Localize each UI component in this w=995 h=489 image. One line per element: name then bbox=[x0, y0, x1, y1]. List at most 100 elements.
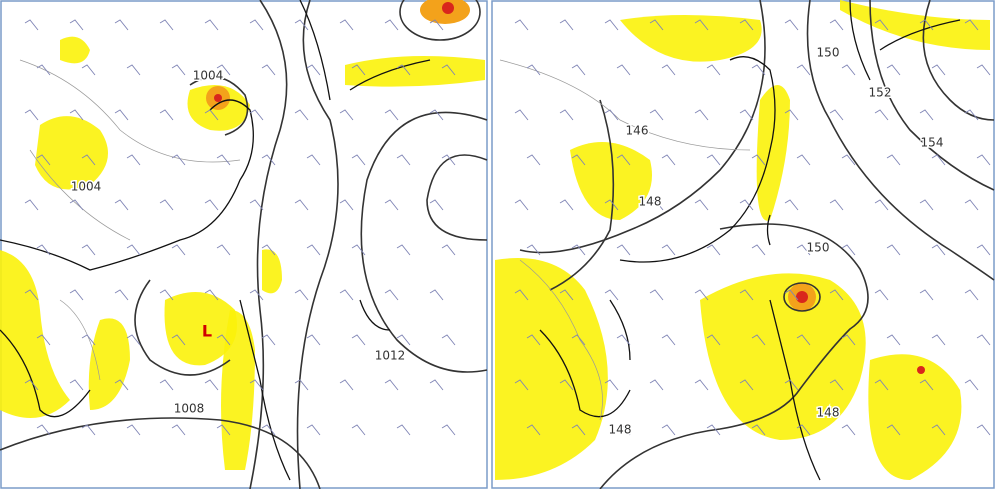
wind-barb bbox=[514, 199, 529, 211]
wind-barb bbox=[36, 64, 51, 76]
wind-barb bbox=[306, 334, 321, 346]
wind-barb bbox=[874, 109, 889, 121]
wind-barb bbox=[441, 64, 456, 76]
wind-barb bbox=[886, 154, 901, 166]
wind-barb bbox=[114, 19, 129, 31]
wind-barb bbox=[886, 64, 901, 76]
wind-barb bbox=[571, 424, 586, 436]
wind-barb bbox=[69, 379, 84, 391]
wind-barbs bbox=[514, 19, 991, 436]
wind-barb bbox=[784, 289, 799, 301]
wind-barb bbox=[306, 64, 321, 76]
wind-barb bbox=[204, 289, 219, 301]
wind-barb bbox=[751, 334, 766, 346]
wind-barb bbox=[931, 244, 946, 256]
wind-barb bbox=[216, 334, 231, 346]
wind-barb bbox=[784, 379, 799, 391]
wind-barb bbox=[294, 379, 309, 391]
isobar-label: 1012 bbox=[375, 349, 406, 363]
wind-barb bbox=[739, 19, 754, 31]
wind-barb bbox=[351, 244, 366, 256]
wind-barb bbox=[69, 19, 84, 31]
wind-barb bbox=[931, 154, 946, 166]
wind-barb bbox=[751, 64, 766, 76]
wind-barb bbox=[306, 154, 321, 166]
wind-barb bbox=[249, 289, 264, 301]
wind-barb bbox=[126, 154, 141, 166]
wind-barb bbox=[514, 109, 529, 121]
isobars bbox=[519, 0, 995, 489]
wind-barb bbox=[694, 19, 709, 31]
wind-barb bbox=[559, 199, 574, 211]
wind-barb bbox=[171, 64, 186, 76]
wind-barb bbox=[559, 379, 574, 391]
wind-barb bbox=[661, 244, 676, 256]
wind-barb bbox=[396, 424, 411, 436]
precip bbox=[495, 0, 990, 480]
low-pressure-marker: L bbox=[202, 322, 212, 341]
wind-barb bbox=[81, 154, 96, 166]
wind-barb bbox=[339, 109, 354, 121]
wind-barb bbox=[604, 109, 619, 121]
wind-barb bbox=[216, 244, 231, 256]
wind-barb bbox=[694, 289, 709, 301]
wind-barb bbox=[964, 379, 979, 391]
wind-barb bbox=[751, 424, 766, 436]
wind-barb bbox=[339, 19, 354, 31]
wind-barb bbox=[159, 379, 174, 391]
coastlines bbox=[0, 0, 431, 481]
wind-barb bbox=[36, 244, 51, 256]
wind-barb bbox=[351, 424, 366, 436]
wind-barb bbox=[24, 19, 39, 31]
wind-barb bbox=[706, 154, 721, 166]
wind-barb bbox=[441, 334, 456, 346]
wind-barb bbox=[384, 289, 399, 301]
wind-barb bbox=[294, 109, 309, 121]
wind-barb bbox=[616, 424, 631, 436]
wind-barb bbox=[526, 154, 541, 166]
wind-barb bbox=[429, 109, 444, 121]
wind-barb bbox=[126, 64, 141, 76]
wind-barb bbox=[616, 244, 631, 256]
wind-barb bbox=[784, 199, 799, 211]
wind-barb bbox=[796, 424, 811, 436]
wind-barb bbox=[36, 424, 51, 436]
wind-barb bbox=[351, 334, 366, 346]
wind-barb bbox=[919, 289, 934, 301]
wind-barb bbox=[294, 289, 309, 301]
wind-barb bbox=[964, 19, 979, 31]
wind-barb bbox=[81, 64, 96, 76]
wind-barb bbox=[874, 199, 889, 211]
wind-barb bbox=[126, 244, 141, 256]
wind-barb bbox=[396, 154, 411, 166]
wind-barb bbox=[159, 19, 174, 31]
wind-barb bbox=[351, 154, 366, 166]
wind-barb bbox=[829, 19, 844, 31]
wind-barb bbox=[649, 109, 664, 121]
wind-barb bbox=[204, 199, 219, 211]
wind-barb bbox=[571, 334, 586, 346]
wind-barb bbox=[886, 334, 901, 346]
wind-barb bbox=[339, 289, 354, 301]
wind-barb bbox=[649, 289, 664, 301]
wind-barb bbox=[396, 334, 411, 346]
isobar-label: 148 bbox=[609, 423, 632, 437]
wind-barb bbox=[171, 334, 186, 346]
wind-barb bbox=[661, 424, 676, 436]
wind-barb bbox=[616, 334, 631, 346]
left-panel bbox=[0, 0, 488, 489]
wind-barb bbox=[649, 379, 664, 391]
precip bbox=[0, 0, 485, 470]
wind-barb bbox=[306, 424, 321, 436]
isobar-label: 146 bbox=[626, 124, 649, 138]
wind-barb bbox=[384, 199, 399, 211]
wind-barb bbox=[526, 64, 541, 76]
wind-barb bbox=[919, 109, 934, 121]
wind-barb bbox=[171, 424, 186, 436]
wind-barb bbox=[204, 19, 219, 31]
wind-barb bbox=[261, 424, 276, 436]
wind-barb bbox=[204, 379, 219, 391]
wind-barb bbox=[249, 199, 264, 211]
isobar-label: 1008 bbox=[174, 402, 205, 416]
